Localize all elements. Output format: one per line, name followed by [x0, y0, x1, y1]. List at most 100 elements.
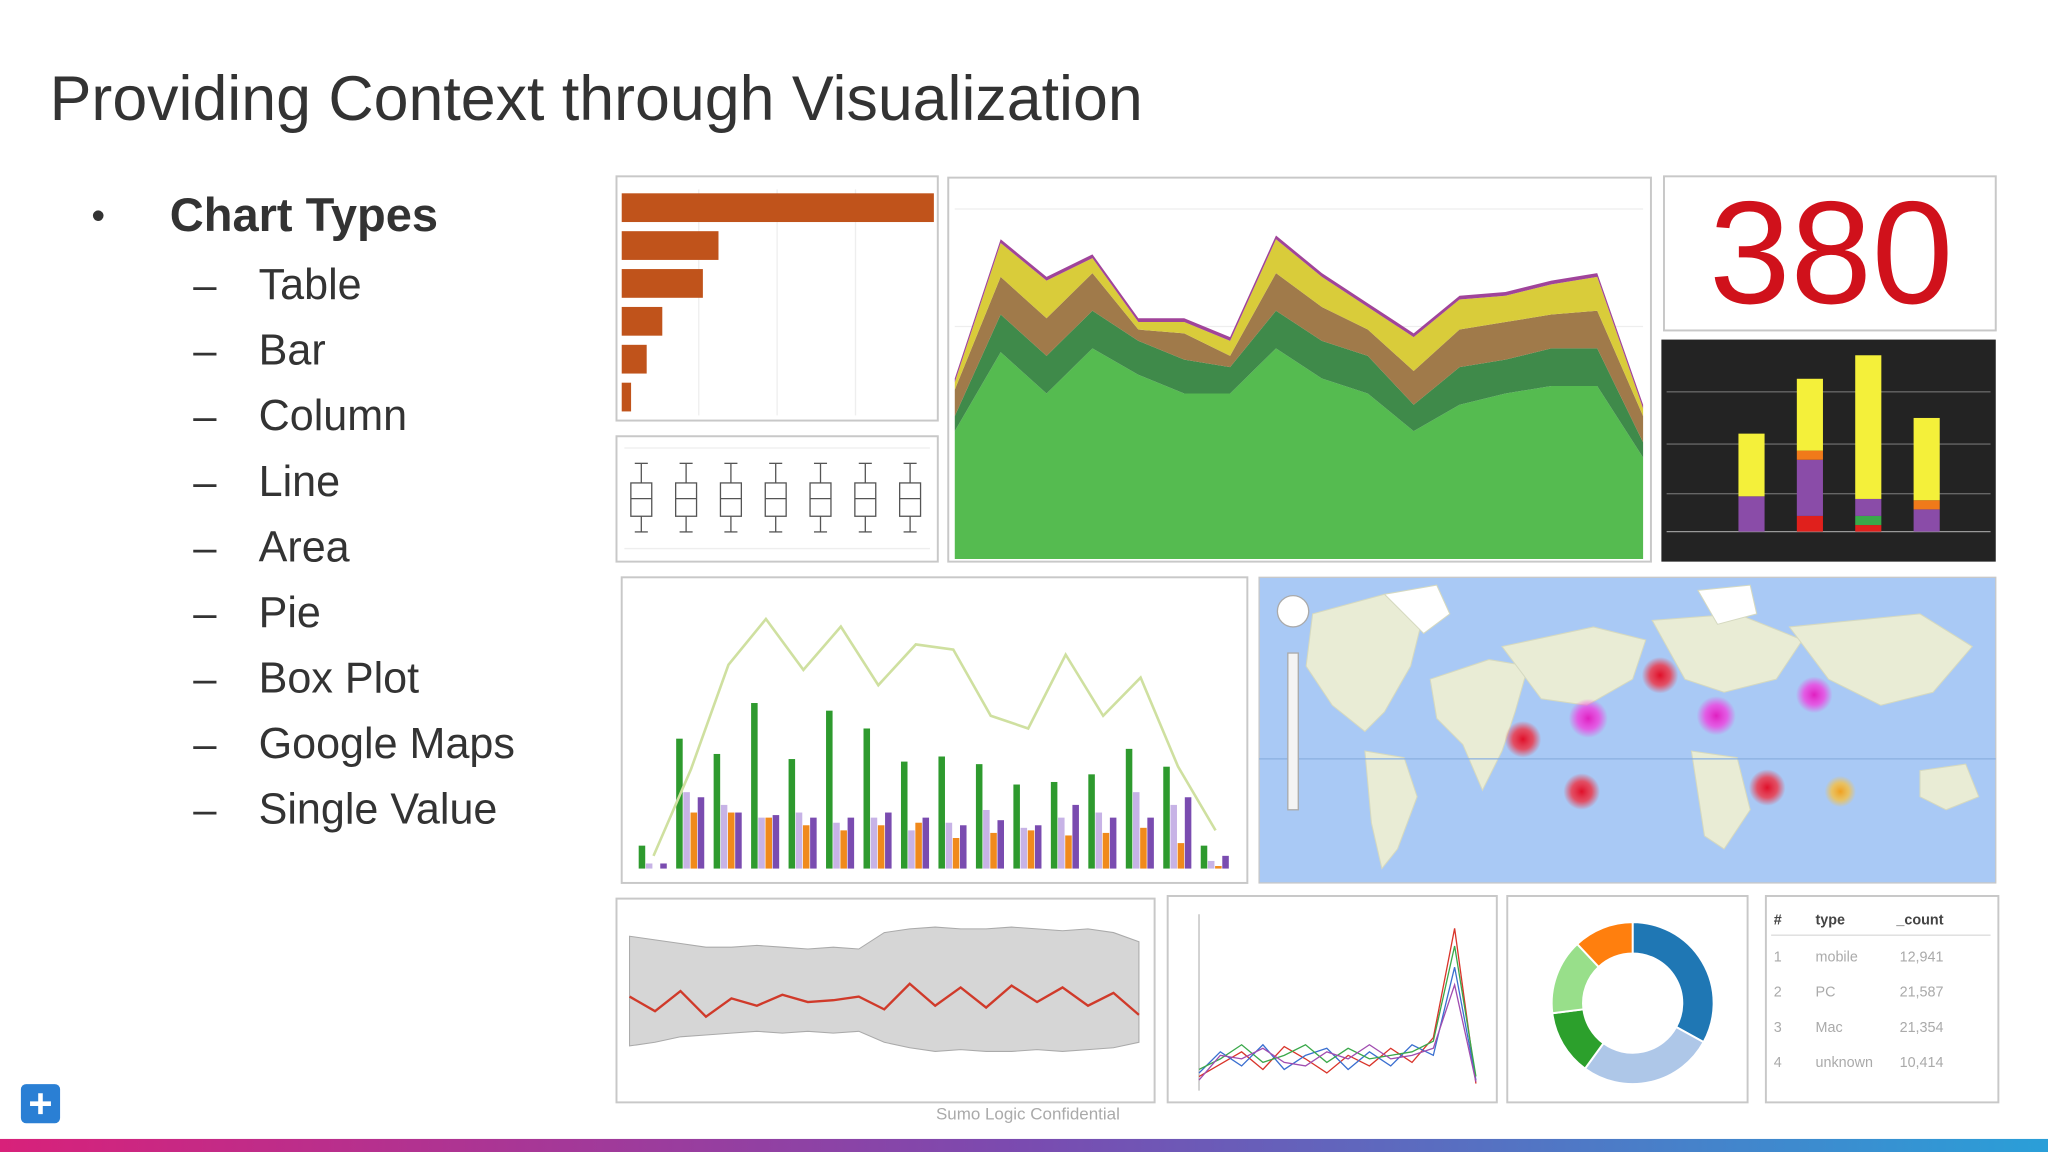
plus-icon[interactable]: [30, 1093, 51, 1115]
table-cell: 3: [1774, 1020, 1782, 1036]
map-control: [1276, 594, 1310, 628]
bar: [1170, 804, 1177, 869]
dash: –: [193, 523, 217, 570]
column-segment: [1796, 515, 1823, 532]
bullet-item: Line: [259, 458, 340, 506]
hotspot: [1568, 698, 1608, 738]
box: [675, 482, 698, 517]
bar: [645, 863, 653, 869]
bar: [1147, 817, 1154, 869]
bullet-heading: Chart Types: [170, 188, 438, 241]
area-layer: [954, 273, 1644, 443]
bar: [1013, 784, 1020, 869]
column-segment: [1738, 496, 1765, 532]
table-cell: PC: [1816, 985, 1836, 1001]
bar: [826, 710, 833, 869]
bar: [1177, 843, 1185, 869]
box: [854, 482, 877, 517]
bar: [1132, 792, 1140, 869]
bullet: •: [91, 195, 105, 238]
bar: [621, 382, 632, 412]
charts: [621, 193, 1940, 1091]
bar: [938, 756, 945, 869]
bar: [751, 703, 758, 869]
bar: [690, 812, 698, 869]
bar: [1163, 766, 1170, 869]
bar: [621, 193, 934, 223]
bar: [1109, 817, 1117, 869]
zoom-slider: [1287, 652, 1299, 811]
hotspot: [1563, 773, 1600, 810]
dash: –: [193, 589, 217, 636]
bullet-item: Single Value: [259, 786, 498, 834]
single-value: 380: [1709, 171, 1953, 334]
bar: [713, 753, 721, 869]
bar: [795, 812, 803, 869]
band: [629, 926, 1140, 1052]
line: [652, 616, 1217, 857]
continent: [1501, 626, 1647, 706]
slide-title: Providing Context through Visualization: [50, 64, 1143, 134]
bar: [1200, 845, 1208, 869]
bar: [728, 812, 735, 869]
dash: –: [193, 327, 217, 374]
bar: [1065, 835, 1072, 869]
column-segment: [1796, 459, 1823, 516]
bar: [1058, 817, 1065, 869]
bar: [960, 825, 967, 869]
donut-slice: [1575, 921, 1634, 969]
bar: [621, 306, 663, 336]
bar: [847, 817, 855, 869]
bar: [772, 815, 780, 869]
table-header: type: [1816, 913, 1846, 929]
table-cell: Mac: [1816, 1020, 1843, 1036]
land: [1305, 584, 1980, 870]
bar: [758, 817, 765, 869]
bar: [735, 812, 742, 869]
bar: [1088, 774, 1095, 869]
hotspot: [1748, 769, 1786, 806]
box: [809, 482, 832, 517]
table-header: #: [1774, 913, 1782, 929]
bar: [683, 792, 690, 869]
dash: –: [193, 720, 217, 767]
bar: [990, 832, 997, 869]
column-segment: [1796, 378, 1823, 451]
hotspot: [1795, 676, 1833, 714]
bar: [885, 812, 892, 869]
hotspot: [1824, 775, 1856, 808]
line: [1198, 928, 1477, 1084]
greenland: [1383, 584, 1451, 635]
bar: [1027, 830, 1035, 869]
table-header: _count: [1895, 913, 1943, 929]
bullet-item: Column: [259, 392, 408, 440]
continent: [1788, 613, 1974, 706]
bullet-item: Table: [259, 261, 362, 309]
area-layer: [954, 239, 1644, 417]
bar: [810, 817, 817, 869]
dash: –: [193, 458, 217, 505]
bottom-bar: [0, 1138, 2048, 1152]
table-cell: 1: [1774, 949, 1782, 965]
hotspot: [1641, 656, 1679, 694]
bar: [660, 863, 667, 869]
hotspot: [1504, 720, 1542, 758]
table-cell: 21,354: [1900, 1020, 1944, 1036]
bar: [945, 822, 953, 869]
add-button[interactable]: [20, 1084, 61, 1124]
bar: [697, 797, 705, 869]
bar: [997, 820, 1004, 869]
bullet-item: Google Maps: [259, 720, 515, 768]
bar: [840, 830, 847, 869]
table-cell: mobile: [1816, 949, 1858, 965]
column-segment: [1855, 515, 1882, 526]
area-layer: [954, 310, 1644, 458]
box: [899, 482, 922, 517]
bar: [833, 822, 840, 869]
map: [1259, 584, 1996, 870]
bullet-item: Area: [259, 523, 350, 571]
bullet-item: Bar: [259, 327, 326, 375]
